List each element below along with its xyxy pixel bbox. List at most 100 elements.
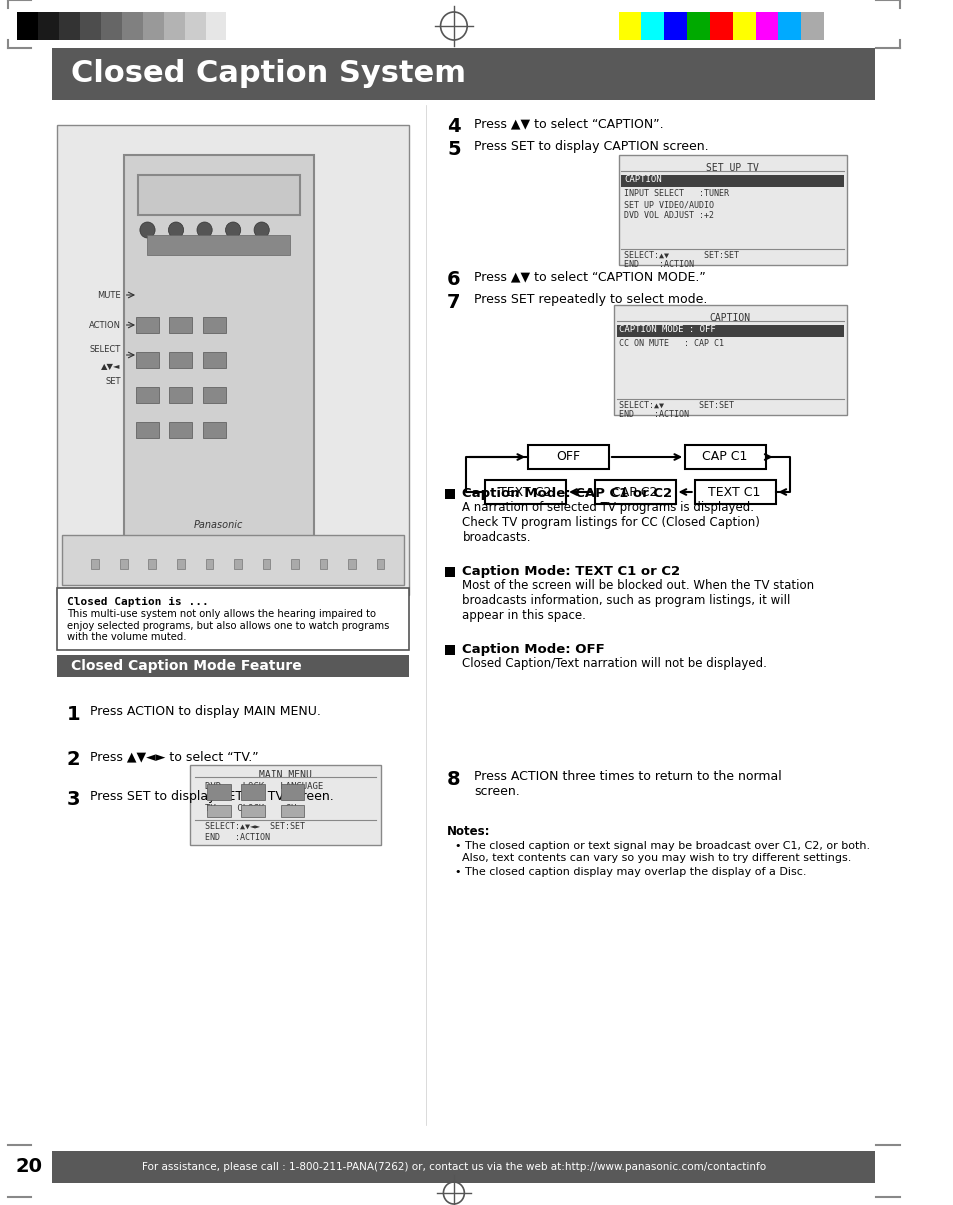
Text: Caption Mode: OFF: Caption Mode: OFF [462, 643, 604, 656]
Text: SET UP VIDEO/AUDIO: SET UP VIDEO/AUDIO [623, 200, 714, 208]
Bar [445, 489, 455, 499]
Text: SELECT:▲▼       SET:SET: SELECT:▲▼ SET:SET [623, 251, 739, 260]
Bar [185, 12, 205, 40]
Text: CAPTION MODE : OFF: CAPTION MODE : OFF [618, 325, 716, 334]
Bar [57, 588, 409, 649]
Text: CC ON MUTE   : CAP C1: CC ON MUTE : CAP C1 [618, 339, 723, 348]
Bar [202, 422, 225, 437]
Text: Closed Caption System: Closed Caption System [71, 59, 466, 88]
Bar [291, 559, 298, 569]
Text: SET UP TV: SET UP TV [705, 163, 759, 174]
Text: Press ACTION to display MAIN MENU.: Press ACTION to display MAIN MENU. [91, 705, 321, 718]
Text: 1: 1 [67, 705, 80, 724]
Text: Press ACTION three times to return to the normal
screen.: Press ACTION three times to return to th… [474, 770, 781, 798]
Bar [445, 568, 455, 577]
Bar [485, 480, 565, 504]
Text: TV    CLOCK    CH: TV CLOCK CH [204, 804, 295, 813]
Text: INPUT SELECT   :TUNER: INPUT SELECT :TUNER [623, 189, 728, 198]
Text: This multi-use system not only allows the hearing impaired to
enjoy selected pro: This multi-use system not only allows th… [67, 609, 389, 642]
Text: Closed Caption/Text narration will not be displayed.: Closed Caption/Text narration will not b… [462, 657, 766, 670]
Text: Press ▲▼◄► to select “TV.”: Press ▲▼◄► to select “TV.” [91, 750, 259, 763]
Text: 8: 8 [447, 770, 460, 789]
Bar [164, 12, 185, 40]
Bar [38, 12, 59, 40]
Bar [143, 12, 164, 40]
Bar [640, 12, 663, 40]
Text: MAIN MENU: MAIN MENU [259, 770, 312, 780]
Bar [686, 12, 709, 40]
Text: 3: 3 [67, 790, 80, 809]
Text: SELECT:▲▼       SET:SET: SELECT:▲▼ SET:SET [618, 401, 734, 410]
Bar [52, 48, 875, 100]
Text: OFF: OFF [556, 451, 579, 464]
Bar [205, 559, 213, 569]
Text: Panasonic: Panasonic [194, 521, 243, 530]
Circle shape [253, 222, 269, 239]
Text: MUTE: MUTE [97, 290, 121, 300]
Text: Closed Caption Mode Feature: Closed Caption Mode Feature [71, 659, 302, 674]
Bar [17, 12, 38, 40]
Text: • The closed caption display may overlap the display of a Disc.: • The closed caption display may overlap… [455, 868, 805, 877]
Text: 5: 5 [447, 140, 460, 159]
Text: Press SET to display CAPTION screen.: Press SET to display CAPTION screen. [474, 140, 708, 153]
Bar [136, 387, 159, 402]
Bar [594, 480, 675, 504]
Bar [120, 559, 128, 569]
Text: CAPTION: CAPTION [709, 313, 750, 323]
Text: TEXT C2: TEXT C2 [498, 486, 551, 499]
Text: SET: SET [105, 376, 121, 386]
Bar [376, 559, 384, 569]
Bar [136, 422, 159, 437]
Bar [57, 656, 409, 677]
Text: Closed Caption is ...: Closed Caption is ... [67, 596, 208, 607]
Text: ▲▼◄: ▲▼◄ [101, 363, 121, 371]
Bar [207, 805, 231, 817]
Bar [240, 805, 264, 817]
Circle shape [169, 222, 184, 239]
Bar [136, 352, 159, 368]
Bar [177, 559, 185, 569]
Circle shape [140, 222, 155, 239]
Bar [124, 155, 314, 575]
Text: Caption Mode: CAP C1 or C2: Caption Mode: CAP C1 or C2 [462, 487, 672, 500]
Bar [202, 352, 225, 368]
Text: Most of the screen will be blocked out. When the TV station
broadcasts informati: Most of the screen will be blocked out. … [462, 578, 814, 622]
Bar [262, 559, 270, 569]
Text: Press ▲▼ to select “CAPTION”.: Press ▲▼ to select “CAPTION”. [474, 117, 662, 130]
Bar [136, 317, 159, 333]
Bar [528, 445, 608, 469]
Text: • The closed caption or text signal may be broadcast over C1, C2, or both.
  Als: • The closed caption or text signal may … [455, 841, 869, 863]
Bar [709, 12, 732, 40]
Bar [755, 12, 778, 40]
Text: 20: 20 [15, 1158, 42, 1176]
Bar [801, 12, 823, 40]
Text: Caption Mode: TEXT C1 or C2: Caption Mode: TEXT C1 or C2 [462, 565, 679, 578]
Bar [240, 784, 264, 800]
Text: CAPTION: CAPTION [623, 175, 661, 184]
Text: TEXT C1: TEXT C1 [708, 486, 760, 499]
Text: DVD VOL ADJUST :+2: DVD VOL ADJUST :+2 [623, 211, 714, 221]
Bar [694, 480, 775, 504]
Bar [59, 12, 80, 40]
Text: END    :ACTION: END :ACTION [623, 260, 694, 269]
Bar [226, 12, 247, 40]
Bar [170, 352, 192, 368]
Text: Press SET to display SET UP TV screen.: Press SET to display SET UP TV screen. [91, 790, 334, 803]
Bar [62, 535, 404, 584]
Bar [618, 12, 640, 40]
Bar [57, 125, 409, 595]
Bar [207, 784, 231, 800]
Text: A narration of selected TV programs is displayed.
Check TV program listings for : A narration of selected TV programs is d… [462, 501, 760, 543]
Text: For assistance, please call : 1-800-211-PANA(7262) or, contact us via the web at: For assistance, please call : 1-800-211-… [142, 1162, 765, 1172]
Bar [91, 559, 99, 569]
Text: ACTION: ACTION [89, 321, 121, 329]
Bar [170, 387, 192, 402]
Bar [170, 317, 192, 333]
Text: Press ▲▼ to select “CAPTION MODE.”: Press ▲▼ to select “CAPTION MODE.” [474, 270, 705, 283]
Bar [122, 12, 143, 40]
Bar [148, 235, 290, 255]
Bar [778, 12, 801, 40]
Bar [190, 765, 380, 845]
Bar [202, 317, 225, 333]
Text: 4: 4 [447, 117, 460, 136]
